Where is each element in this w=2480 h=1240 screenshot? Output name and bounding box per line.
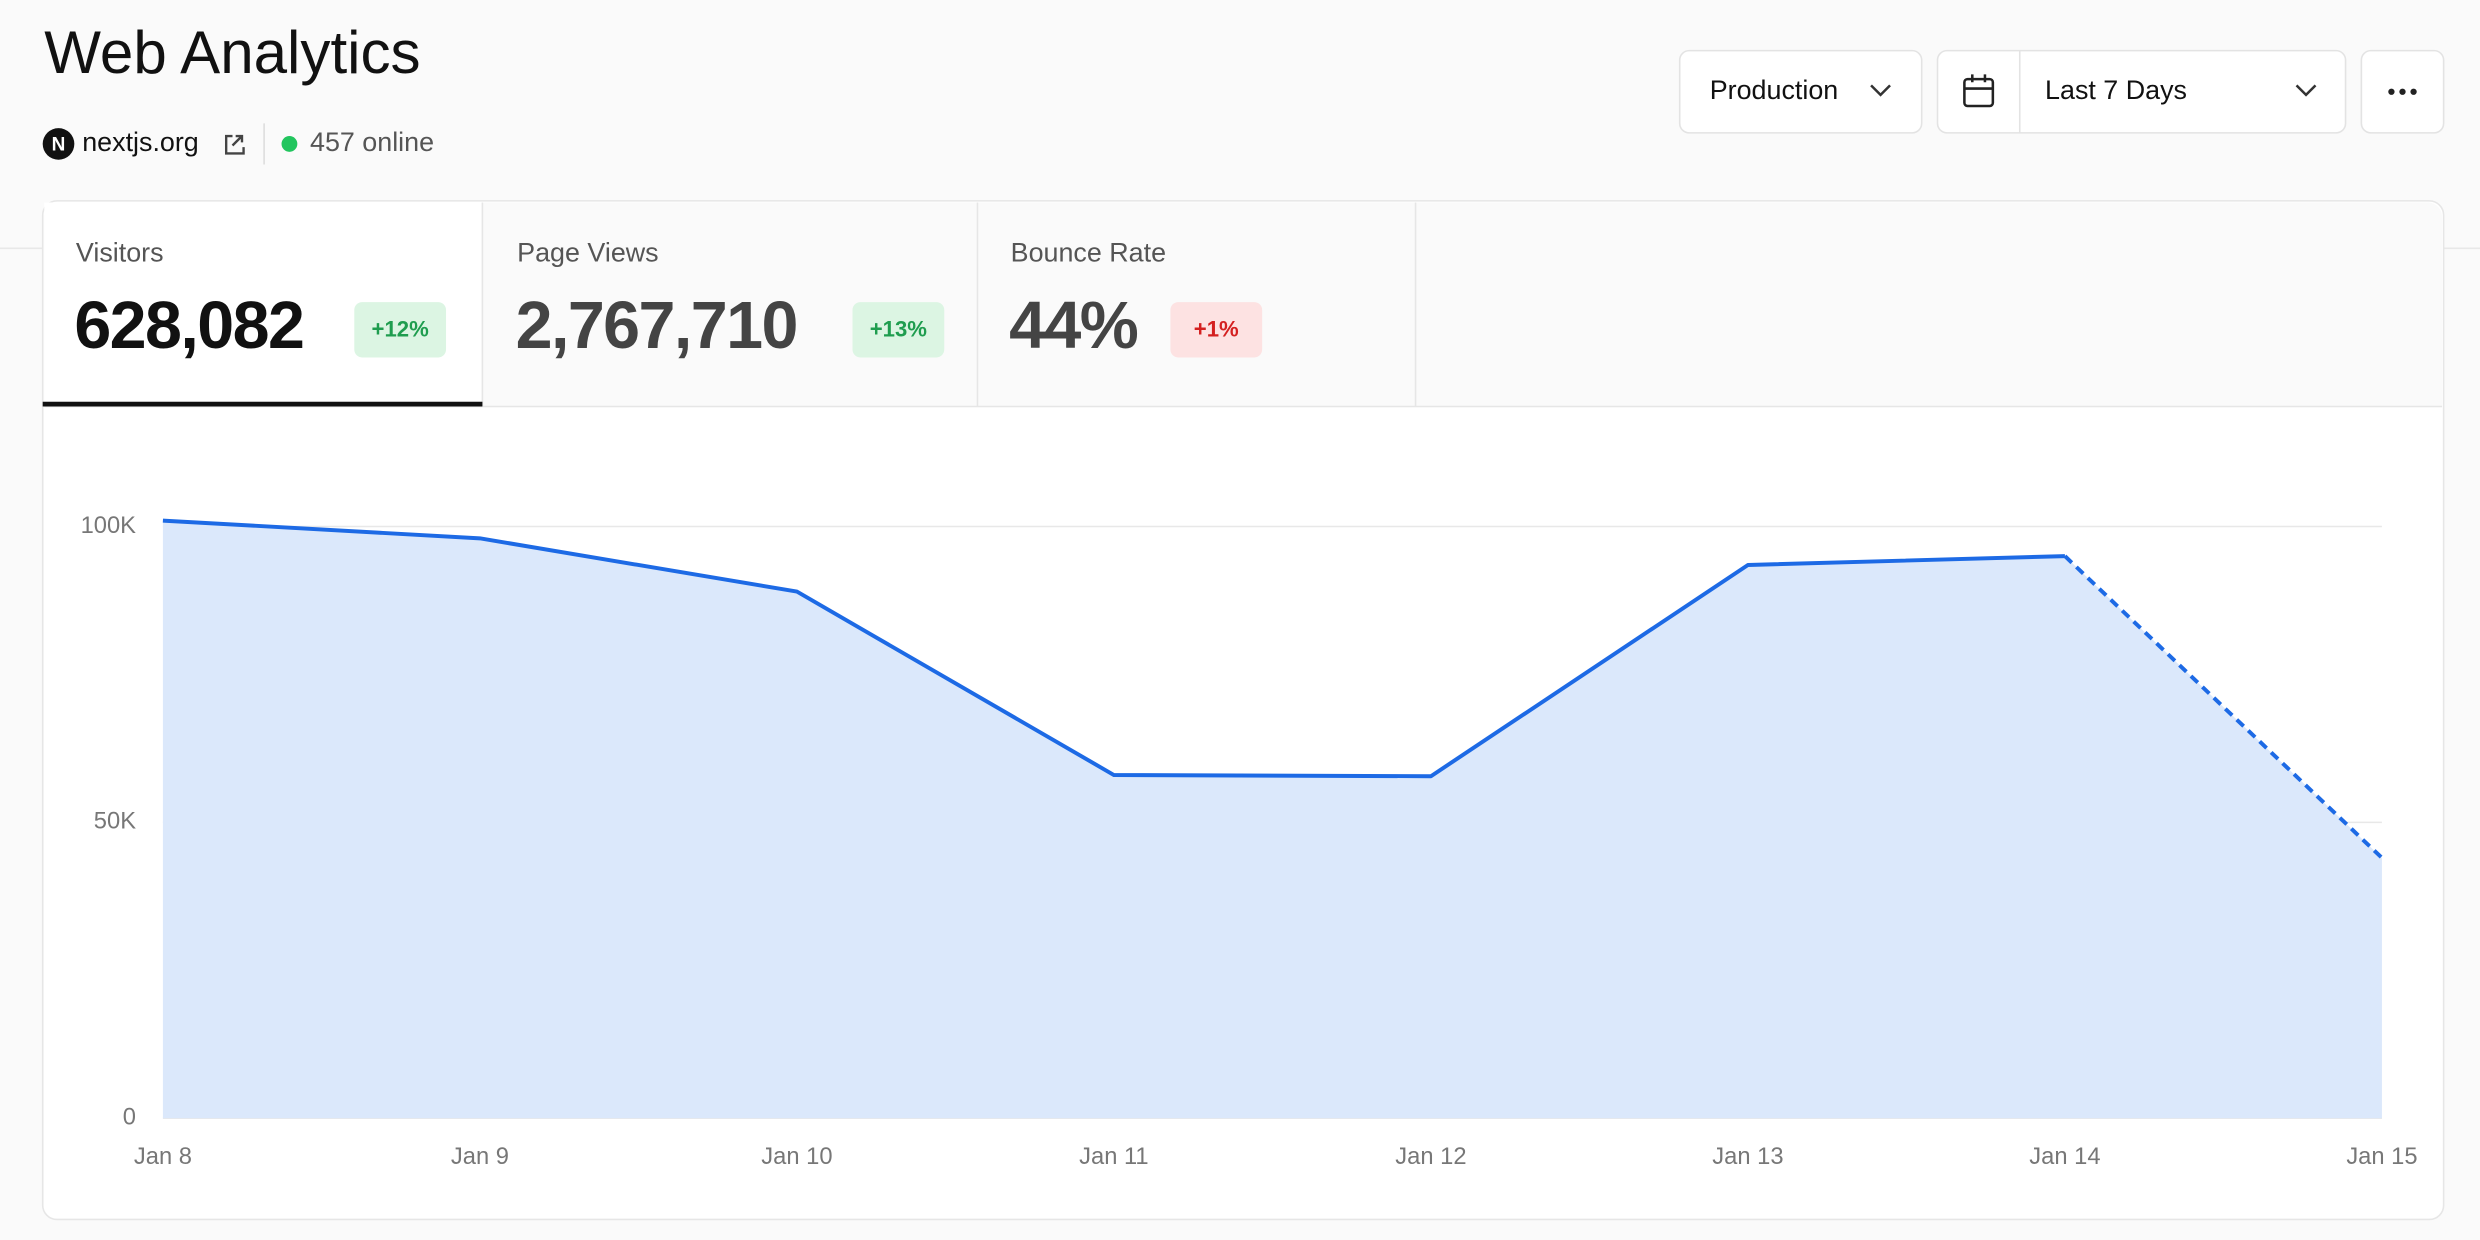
online-dot [281,136,298,152]
active-tab-indicator [42,401,483,407]
environment-label: Production [1710,75,1838,105]
more-icon [2388,88,2417,95]
y-tick-label: 0 [123,1104,136,1130]
x-tick-label: Jan 9 [451,1144,509,1170]
site-name[interactable]: nextjs.org [82,127,199,157]
change-badge [1170,302,1263,358]
line-dashed [2063,554,2384,860]
change-text: +1% [1194,316,1239,341]
calendar-icon [1963,74,1995,108]
x-tick-label: Jan 14 [2029,1144,2100,1170]
logo-letter: N [52,135,66,156]
chevron [2295,84,2317,97]
range-select[interactable] [1936,49,2347,134]
external-link-icon[interactable] [224,134,245,155]
metric-value: 44% [1009,289,1138,363]
x-tick-label: Jan 11 [1079,1144,1148,1170]
environment-select[interactable] [1678,49,1923,134]
x-tick-label: Jan 8 [134,1144,192,1170]
chart: 0 50K 100K Jan 8 Jan 9 Jan 10 Jan 11 Jan 12 Jan … [81,513,2418,1170]
x-tick-label: Jan 13 [1712,1144,1783,1170]
area-fill [162,520,2382,1119]
metric-tab[interactable]: Bounce Rate 44% +1% [1009,238,1263,363]
online-count: 457 online [310,127,434,157]
metric-tab[interactable]: Visitors 628,082 +12% [74,238,447,363]
y-tick-label: 100K [81,513,137,539]
metric-tab[interactable]: Page Views 2,767,710 +13% [516,238,945,363]
change-text: +12% [372,316,430,341]
change-text: +13% [870,316,928,341]
x-tick-label: Jan 15 [2346,1144,2417,1170]
metric-value: 628,082 [74,289,303,363]
metric-label: Bounce Rate [1011,238,1166,268]
range-label: Last 7 Days [2045,75,2187,105]
page-title: Web Analytics [44,19,420,86]
x-tick-label: Jan 10 [761,1144,832,1170]
line [162,518,2065,779]
x-tick-label: Jan 12 [1395,1144,1466,1170]
metric-value: 2,767,710 [516,289,797,363]
chevron [1870,84,1891,97]
change-badge [354,302,447,358]
metric-label: Visitors [76,238,164,268]
y-tick-label: 50K [94,809,136,835]
site-logo [42,128,75,160]
change-badge [852,302,945,358]
metric-label: Page Views [517,238,658,268]
